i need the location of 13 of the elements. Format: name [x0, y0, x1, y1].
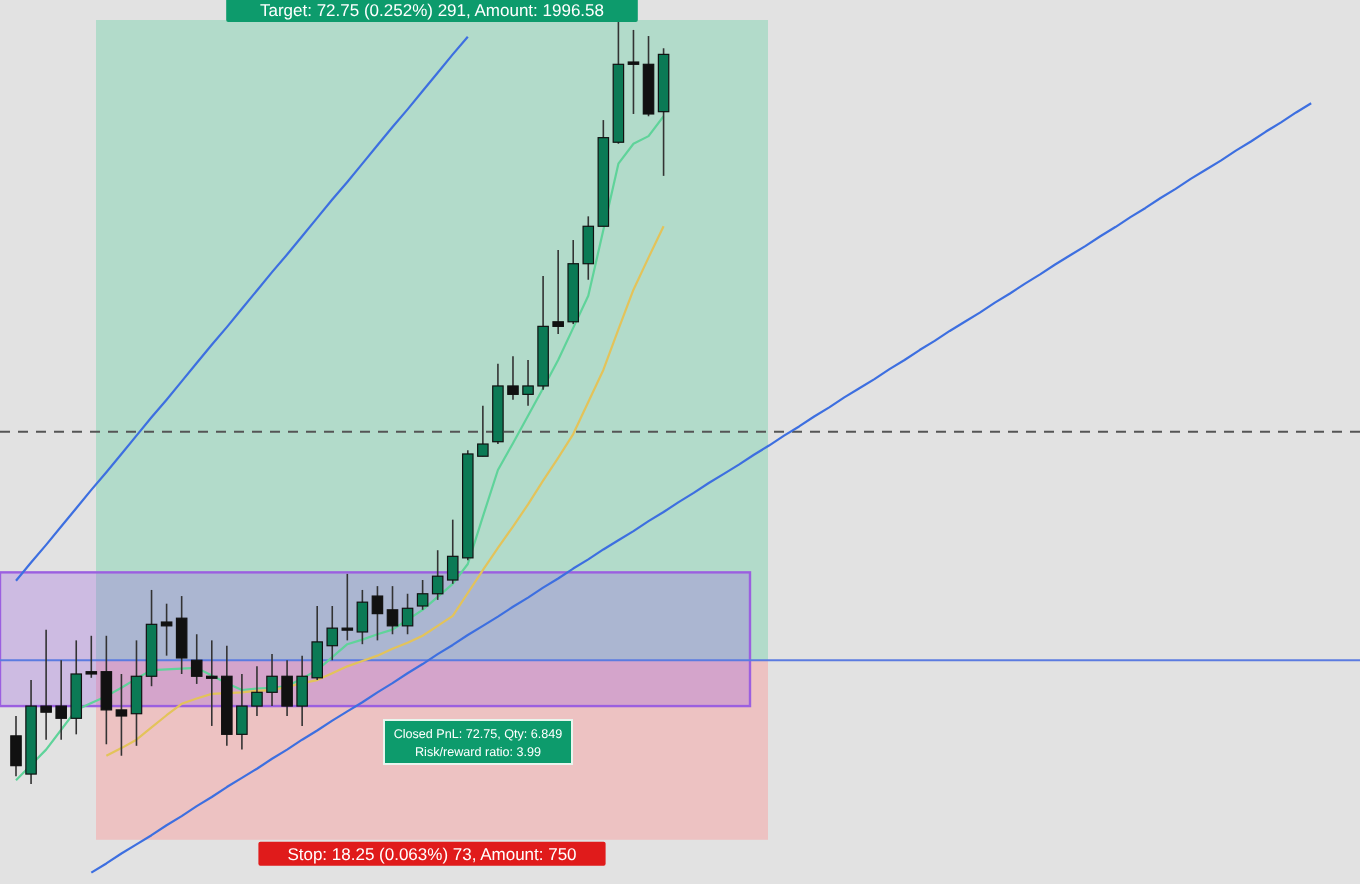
- candlestick: [386, 585, 399, 636]
- candlestick: [401, 592, 414, 636]
- band-label: Stop: 18.25 (0.063%) 73, Amount: 750: [287, 843, 578, 864]
- candlestick: [100, 634, 113, 746]
- candlestick: [627, 29, 640, 115]
- candlestick: [175, 595, 188, 675]
- candlestick: [130, 639, 143, 747]
- candlestick: [356, 589, 369, 645]
- candlestick: [115, 673, 128, 757]
- candlestick: [416, 579, 429, 611]
- candlestick: [160, 602, 173, 657]
- band-label: Target: 72.75 (0.252%) 291, Amount: 1996.58: [259, 0, 605, 20]
- candlestick: [371, 585, 384, 642]
